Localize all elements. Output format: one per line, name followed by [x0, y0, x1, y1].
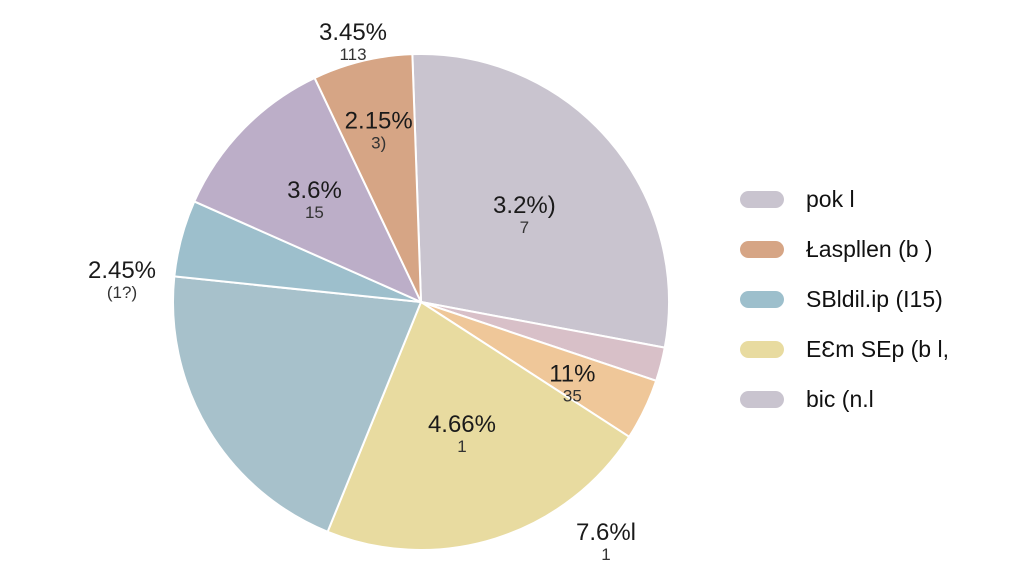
legend-swatch [740, 290, 784, 308]
legend-item: pok l [740, 182, 949, 216]
chart-legend: pok l Łaspllen (b ) SBldil.ip (I15) EƐm … [740, 182, 949, 432]
legend-label: bic (n.l [806, 385, 874, 412]
pie-slice [313, 53, 422, 303]
legend-swatch [740, 340, 784, 358]
slice-count-label: 3) [371, 134, 386, 153]
legend-label: Łaspllen (b ) [806, 235, 933, 262]
callout-percent-label: 3.45% [319, 19, 387, 46]
legend-label: pok l [806, 185, 855, 212]
callout-count-label: 113 [339, 45, 366, 64]
legend-item: bic (n.l [740, 382, 949, 416]
slice-percent-label: 3.6% [287, 177, 342, 204]
pie-slice [326, 300, 631, 551]
callout-count-label: 1 [601, 545, 610, 564]
pie-slice [411, 53, 670, 349]
slice-count-label: 7 [520, 218, 529, 237]
legend-item: EƐm SEp (b l, [740, 332, 949, 366]
legend-item: SBldil.ip (I15) [740, 282, 949, 316]
slice-count-label: 1 [457, 437, 466, 456]
pie-labels: 3.2%)711%354.66%12.45%(1?)3.6%152.15%3)3… [88, 19, 636, 564]
legend-swatch [740, 190, 784, 208]
pie-slice [171, 275, 423, 534]
callout-percent-label: 7.6%l [576, 519, 636, 546]
legend-label: SBldil.ip (I15) [806, 285, 943, 312]
legend-label: EƐm SEp (b l, [806, 335, 949, 362]
slice-percent-label: 2.45% [88, 257, 156, 284]
slice-percent-label: 3.2%) [493, 192, 556, 219]
slice-percent-label: 2.15% [345, 108, 413, 135]
slice-count-label: 15 [305, 203, 324, 222]
legend-item: Łaspllen (b ) [740, 232, 949, 266]
pie-slices [171, 53, 670, 551]
slice-percent-label: 11% [549, 361, 595, 388]
legend-swatch [740, 240, 784, 258]
slice-count-label: 35 [563, 387, 582, 406]
slice-count-label: (1?) [107, 283, 137, 302]
slice-percent-label: 4.66% [428, 411, 496, 438]
pie-slice [192, 76, 424, 305]
legend-swatch [740, 390, 784, 408]
